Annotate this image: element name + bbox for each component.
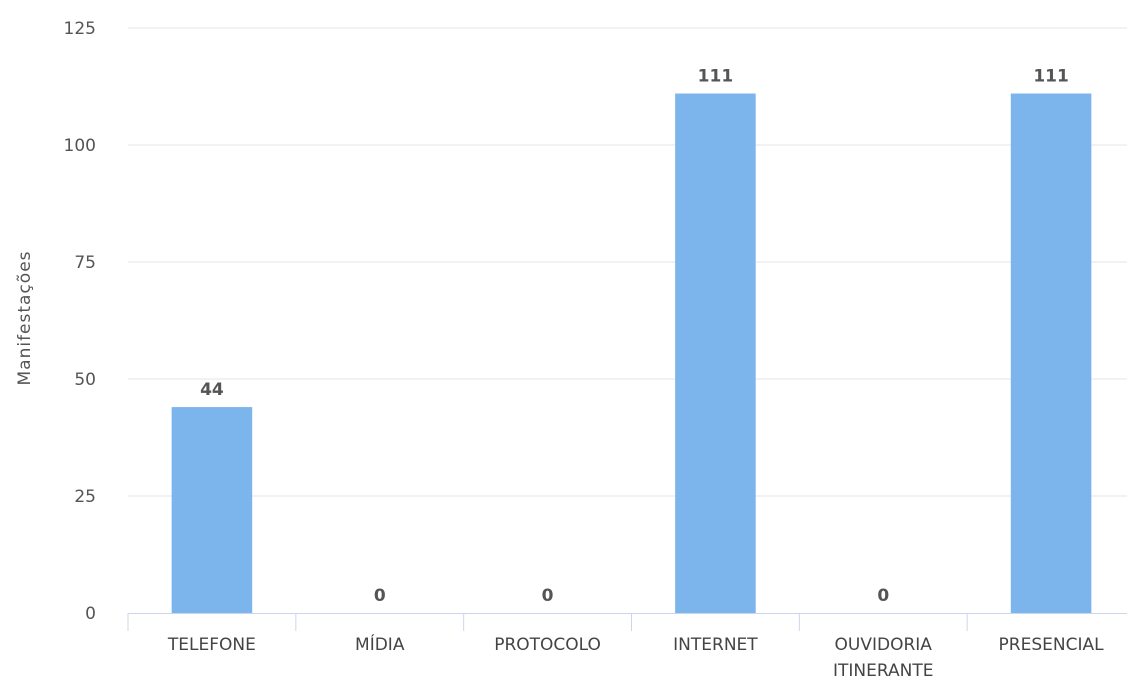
- x-tick-label: PRESENCIAL: [999, 635, 1105, 655]
- bars: [171, 93, 1092, 613]
- data-label: 44: [200, 380, 224, 400]
- bar: [1010, 93, 1092, 613]
- data-label: 0: [877, 586, 889, 606]
- x-tick-label: PROTOCOLO: [494, 635, 601, 655]
- data-label: 0: [542, 586, 554, 606]
- y-tick-label: 25: [74, 487, 96, 507]
- y-tick-label: 50: [74, 370, 96, 390]
- y-tick-label: 125: [64, 19, 96, 39]
- bar: [675, 93, 756, 613]
- x-tick-label: TELEFONE: [167, 635, 256, 655]
- grid-lines: [128, 27, 1127, 497]
- x-axis: [127, 613, 1127, 631]
- data-label: 111: [1033, 67, 1069, 87]
- data-label: 0: [374, 586, 386, 606]
- y-tick-label: 0: [85, 604, 96, 624]
- data-label: 111: [698, 67, 734, 87]
- y-axis-ticks: 0 25 50 75 100 125: [64, 19, 96, 624]
- x-tick-label: INTERNET: [673, 635, 758, 655]
- bar: [171, 407, 253, 613]
- x-tick-label: ITINERANTE: [833, 661, 933, 681]
- data-labels: 44 0 0 111 0 111: [200, 67, 1069, 606]
- y-axis-label: Manifestações: [15, 250, 35, 385]
- y-tick-label: 75: [74, 253, 96, 273]
- x-tick-label: MÍDIA: [355, 633, 405, 655]
- y-tick-label: 100: [64, 136, 96, 156]
- x-axis-ticks: TELEFONE MÍDIA PROTOCOLO INTERNET OUVIDORIA I…: [167, 633, 1104, 681]
- x-tick-label: OUVIDORIA: [835, 635, 933, 655]
